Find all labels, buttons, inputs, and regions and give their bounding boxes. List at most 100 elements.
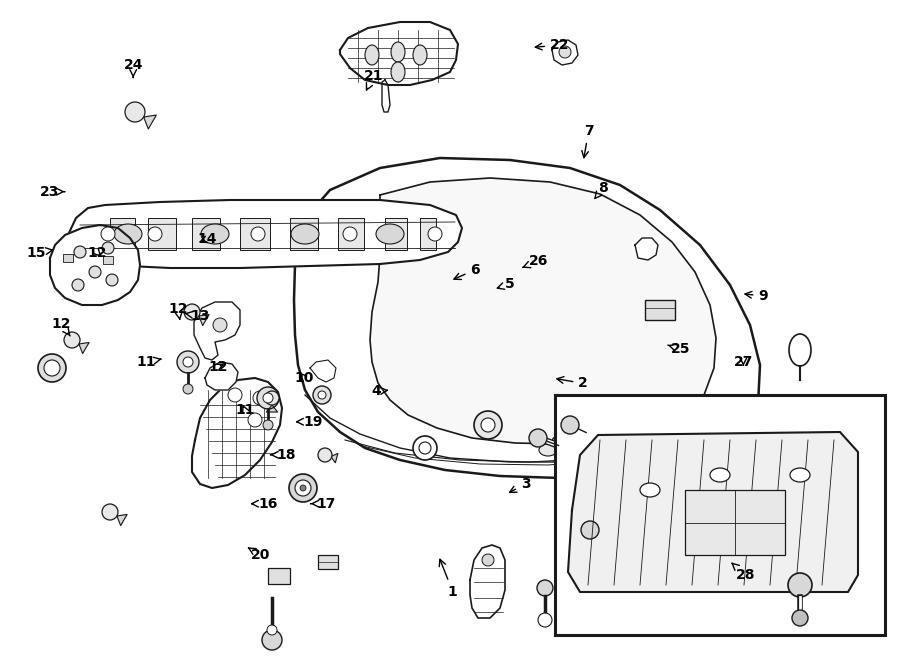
Text: 20: 20 bbox=[248, 548, 271, 563]
Circle shape bbox=[289, 474, 317, 502]
Circle shape bbox=[213, 318, 227, 332]
Polygon shape bbox=[310, 360, 336, 382]
Text: 12: 12 bbox=[208, 360, 228, 374]
Text: 1: 1 bbox=[439, 559, 457, 599]
Polygon shape bbox=[712, 420, 752, 440]
Text: 11: 11 bbox=[235, 403, 255, 417]
Ellipse shape bbox=[291, 224, 319, 244]
Circle shape bbox=[184, 304, 200, 320]
Text: 27: 27 bbox=[734, 355, 753, 369]
Circle shape bbox=[263, 393, 273, 403]
Circle shape bbox=[228, 388, 242, 402]
Text: 4: 4 bbox=[372, 384, 387, 399]
Circle shape bbox=[64, 332, 80, 348]
Circle shape bbox=[251, 227, 265, 241]
Circle shape bbox=[148, 227, 162, 241]
Circle shape bbox=[262, 630, 282, 650]
Ellipse shape bbox=[640, 483, 660, 497]
Ellipse shape bbox=[789, 334, 811, 366]
Ellipse shape bbox=[710, 468, 730, 482]
Polygon shape bbox=[131, 105, 157, 129]
Circle shape bbox=[177, 351, 199, 373]
Circle shape bbox=[44, 360, 60, 376]
Polygon shape bbox=[192, 378, 282, 488]
Bar bbox=[63, 254, 73, 262]
Polygon shape bbox=[68, 200, 462, 268]
Polygon shape bbox=[552, 40, 578, 65]
Ellipse shape bbox=[376, 224, 404, 244]
Polygon shape bbox=[194, 302, 240, 360]
Circle shape bbox=[263, 420, 273, 430]
Circle shape bbox=[561, 416, 579, 434]
Text: 2: 2 bbox=[557, 376, 588, 391]
Polygon shape bbox=[382, 80, 390, 112]
Circle shape bbox=[183, 357, 193, 367]
Text: 13: 13 bbox=[184, 309, 210, 323]
Text: 11: 11 bbox=[136, 355, 161, 369]
Text: 8: 8 bbox=[595, 181, 608, 198]
Text: 6: 6 bbox=[454, 262, 480, 280]
Ellipse shape bbox=[413, 45, 427, 65]
Text: 24: 24 bbox=[123, 58, 143, 77]
Bar bbox=[240, 218, 270, 250]
Text: 17: 17 bbox=[310, 496, 336, 511]
Circle shape bbox=[428, 227, 442, 241]
Text: 28: 28 bbox=[732, 563, 755, 582]
Ellipse shape bbox=[750, 493, 770, 507]
Bar bbox=[685, 490, 785, 555]
Polygon shape bbox=[568, 432, 858, 592]
Text: 23: 23 bbox=[40, 184, 65, 199]
Polygon shape bbox=[648, 408, 670, 425]
Circle shape bbox=[792, 610, 808, 626]
Text: 16: 16 bbox=[252, 496, 278, 511]
Polygon shape bbox=[340, 22, 458, 85]
Bar bbox=[103, 256, 113, 264]
Text: 12: 12 bbox=[87, 245, 107, 260]
Text: 12: 12 bbox=[51, 317, 71, 336]
Polygon shape bbox=[189, 307, 209, 326]
Text: 5: 5 bbox=[498, 277, 514, 292]
Bar bbox=[148, 218, 176, 250]
Circle shape bbox=[538, 613, 552, 627]
Circle shape bbox=[74, 246, 86, 258]
Circle shape bbox=[413, 436, 437, 460]
Text: 18: 18 bbox=[271, 447, 296, 462]
Bar bbox=[555, 395, 885, 635]
Polygon shape bbox=[470, 545, 505, 618]
Circle shape bbox=[257, 387, 279, 409]
Circle shape bbox=[481, 418, 495, 432]
Circle shape bbox=[72, 279, 84, 291]
Circle shape bbox=[102, 242, 114, 254]
Polygon shape bbox=[68, 334, 89, 354]
Text: 3: 3 bbox=[509, 477, 530, 492]
Bar bbox=[110, 218, 135, 250]
Circle shape bbox=[482, 554, 494, 566]
Polygon shape bbox=[107, 506, 127, 525]
Circle shape bbox=[318, 448, 332, 462]
Ellipse shape bbox=[539, 444, 557, 456]
Circle shape bbox=[38, 354, 66, 382]
Circle shape bbox=[295, 480, 311, 496]
Ellipse shape bbox=[391, 62, 405, 82]
Circle shape bbox=[537, 580, 553, 596]
Bar bbox=[338, 218, 364, 250]
Circle shape bbox=[101, 227, 115, 241]
Bar bbox=[268, 568, 290, 584]
Circle shape bbox=[474, 411, 502, 439]
Circle shape bbox=[265, 391, 279, 405]
Polygon shape bbox=[50, 225, 140, 305]
Text: 10: 10 bbox=[294, 371, 314, 385]
Circle shape bbox=[419, 442, 431, 454]
Circle shape bbox=[559, 46, 571, 58]
Bar bbox=[385, 218, 407, 250]
Circle shape bbox=[183, 384, 193, 394]
Circle shape bbox=[343, 227, 357, 241]
Text: 15: 15 bbox=[26, 245, 52, 260]
Text: 12: 12 bbox=[168, 302, 188, 319]
Polygon shape bbox=[370, 178, 716, 444]
Circle shape bbox=[253, 391, 267, 405]
Text: 19: 19 bbox=[297, 414, 323, 429]
Circle shape bbox=[267, 625, 277, 635]
Ellipse shape bbox=[201, 224, 229, 244]
Polygon shape bbox=[294, 158, 760, 478]
